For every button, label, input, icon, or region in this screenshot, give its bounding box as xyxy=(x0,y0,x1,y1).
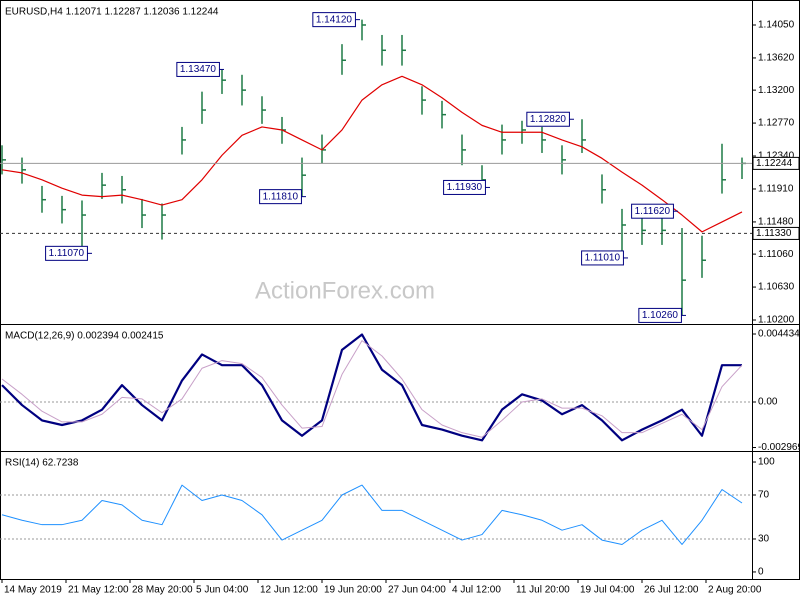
y-tick-label: 1.11480 xyxy=(758,217,794,228)
x-tick-label: 28 May 20:00 xyxy=(132,585,193,596)
panel-title: EURUSD,H4 1.12071 1.12287 1.12036 1.1224… xyxy=(5,7,219,18)
x-tick-label: 19 Jul 04:00 xyxy=(580,585,635,596)
watermark: ActionForex.com xyxy=(255,277,435,304)
panel-frame xyxy=(0,0,800,325)
y-tick-label: 70 xyxy=(758,490,770,501)
price-level-box xyxy=(752,156,800,170)
extreme-label-text: 1.11010 xyxy=(585,253,621,264)
y-tick-label: 30 xyxy=(758,534,770,545)
price-level-box xyxy=(752,226,800,240)
x-tick-label: 11 Jul 20:00 xyxy=(516,585,570,596)
extreme-label-text: 1.14120 xyxy=(316,14,353,25)
y-tick-label: 0 xyxy=(758,567,764,578)
y-tick-label: 0.004434 xyxy=(758,329,800,340)
x-tick-label: 5 Jun 04:00 xyxy=(196,585,249,596)
panel-title: MACD(12,26,9) 0.002394 0.002415 xyxy=(5,331,164,342)
y-tick-label: 1.12770 xyxy=(758,118,795,129)
extreme-label: 1.10260 xyxy=(638,307,686,323)
extreme-label-text: 1.11810 xyxy=(263,191,299,202)
extreme-label: 1.11930 xyxy=(443,179,490,195)
x-tick-label: 12 Jun 12:00 xyxy=(260,585,318,596)
extreme-label: 1.12820 xyxy=(526,111,574,127)
x-tick-label: 2 Aug 20:00 xyxy=(708,585,762,596)
extreme-label: 1.11010 xyxy=(581,250,628,266)
extreme-label-text: 1.13470 xyxy=(180,64,217,75)
x-tick-label: 19 Jun 20:00 xyxy=(324,585,382,596)
panel-frame xyxy=(0,451,800,580)
extreme-label: 1.11070 xyxy=(45,245,92,261)
panel-title: RSI(14) 62.7238 xyxy=(5,458,79,469)
x-tick-label: 21 May 12:00 xyxy=(68,585,129,596)
y-tick-label: 1.10630 xyxy=(758,282,795,293)
x-tick-label: 26 Jul 12:00 xyxy=(644,585,699,596)
price-level-label: 1.11330 xyxy=(756,228,792,239)
extreme-label: 1.13470 xyxy=(176,61,224,77)
indicator-line xyxy=(1,484,743,545)
y-tick-label: -0.002969 xyxy=(758,442,800,453)
y-tick-label: 1.11910 xyxy=(758,184,794,195)
y-tick-label: 0.00 xyxy=(758,397,778,408)
extreme-label-text: 1.10260 xyxy=(642,310,679,321)
extreme-label: 1.11810 xyxy=(259,189,306,205)
extreme-label: 1.11620 xyxy=(631,203,678,219)
extreme-label-text: 1.11930 xyxy=(447,182,483,193)
indicator-line xyxy=(1,340,743,438)
x-tick-label: 27 Jun 04:00 xyxy=(388,585,446,596)
y-tick-label: 1.13620 xyxy=(758,53,795,64)
x-tick-label: 14 May 2019 xyxy=(4,585,62,596)
x-tick-label: 4 Jul 12:00 xyxy=(452,585,501,596)
extreme-label-text: 1.11620 xyxy=(635,206,671,217)
y-tick-label: 1.14050 xyxy=(758,20,795,31)
extreme-label: 1.14120 xyxy=(312,12,360,28)
y-tick-label: 1.12340 xyxy=(758,151,795,162)
price-level-label: 1.12244 xyxy=(756,158,793,169)
y-tick-label: 1.13200 xyxy=(758,85,795,96)
y-tick-label: 1.10200 xyxy=(758,315,795,326)
moving-average xyxy=(1,75,743,233)
y-tick-label: 100 xyxy=(758,457,775,468)
indicator-line xyxy=(1,333,742,442)
extreme-label-text: 1.11070 xyxy=(49,248,85,259)
extreme-label-text: 1.12820 xyxy=(530,114,567,125)
y-tick-label: 1.11060 xyxy=(758,249,794,260)
